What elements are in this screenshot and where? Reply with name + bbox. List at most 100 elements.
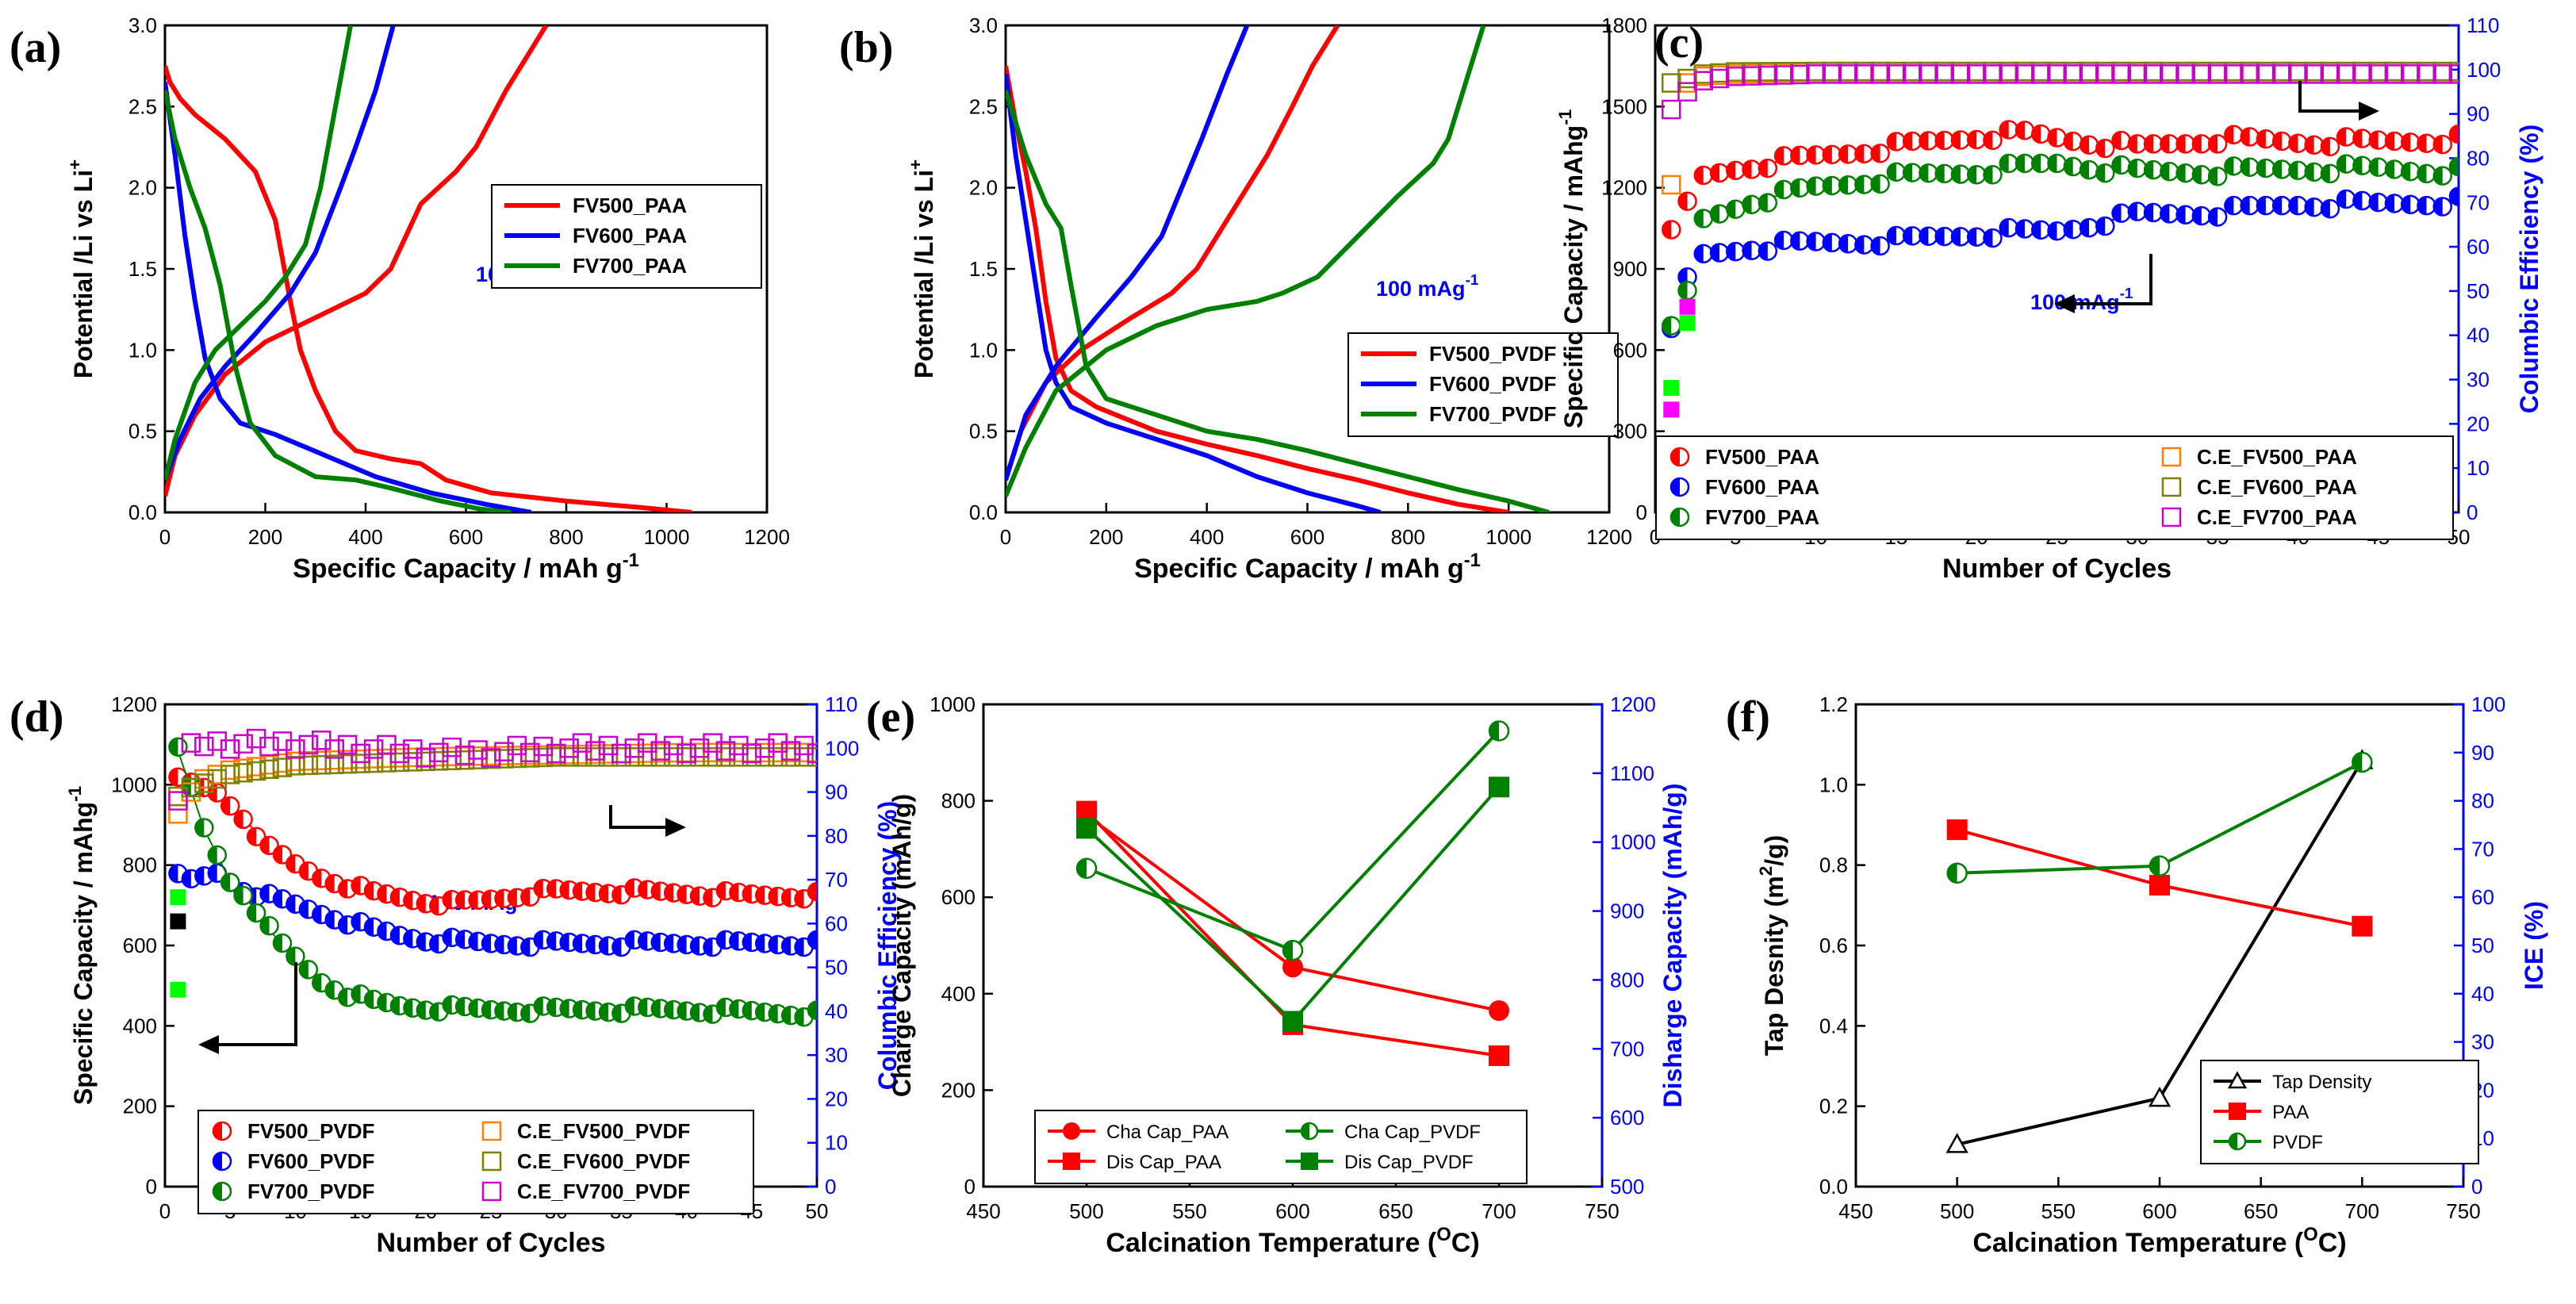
point-FV500_PVDF [246,827,266,846]
legend-item: PAA [2214,1102,2309,1123]
point-FV700_PAA [1966,165,1987,185]
point-C.E_FV700_PVDF [286,739,305,759]
point-C.E_FV700_PVDF [481,748,501,768]
legend-marker [2227,1071,2248,1089]
y-tick-label: 0 [964,1175,976,1199]
outlier-point [170,913,186,930]
legend-item: FV500_PVDF [212,1119,374,1143]
y2-tick-label: 600 [1610,1106,1644,1129]
panel-e: (e) 450 500 550 600 650 700 750 0 200 400 600 800 100… [866,692,1687,1258]
point-C.E_FV700_PAA [1790,64,1810,85]
line-Cha Cap_PAA [1085,814,1500,1013]
point-C.E_FV700_PAA [2224,64,2244,84]
x-axis-label: Specific Capacity / mAh g-1 [1134,550,1481,584]
legend-label: C.E_FV700_PVDF [517,1179,690,1203]
outlier-point [1663,380,1680,397]
point-C.E_FV600_PAA [1758,62,1778,82]
point-FV600_PAA [2417,195,2436,216]
panel-letter: (a) [10,23,61,72]
point-FV600_PAA [2175,205,2195,225]
point-FV600_PAA [2127,201,2148,221]
point-FV500_PAA [2127,134,2148,154]
point-C.E_FV700_PAA [1934,64,1954,84]
point-FV500_PAA [1693,165,1714,186]
y-tick-label: 1000 [930,692,976,716]
point-FV600_PAA [2095,216,2115,236]
point-C.E_FV700_PAA [1902,64,1922,84]
y2-tick-label: 80 [2467,146,2490,170]
y2-tick-label: 0 [2471,1175,2482,1199]
point-C.E_FV600_PVDF [181,777,201,798]
legend-item: C.E_FV500_PVDF [481,1119,690,1143]
legend-label: FV700_PVDF [1429,402,1556,426]
legend-marker [2229,1103,2246,1120]
legend-item: FV700_PAA [1669,505,1819,529]
legend: Cha Cap_PAA Dis Cap_PAA Cha Cap_PVDF Dis Ca… [1034,1110,1528,1184]
point-C.E_FV700_PVDF [220,739,240,759]
point-C.E_FV600_PVDF [233,762,253,783]
legend-item: C.E_FV600_PVDF [481,1149,690,1173]
y-axis-label: Specific Capacity / mAhg-1 [65,786,98,1105]
point-C.E_FV700_PVDF [559,738,579,758]
axes-frame [1004,24,1611,514]
point-FV700_PVDF [220,873,240,892]
point-C.E_FV700_PAA [2240,64,2260,84]
point-C.E_FV700_PAA [2191,64,2212,84]
point-FV500_PVDF [572,881,592,901]
point-FV700_PAA [2288,160,2308,181]
legend: FV500_PAA FV600_PAA FV700_PAA C.E_FV500_PAA… [1655,435,2454,540]
point-FV600_PAA [2400,194,2421,215]
point-C.E_FV700_PAA [2079,64,2099,84]
point-C.E_FV500_PVDF [168,803,188,824]
point-FV600_PAA [2079,217,2099,238]
y2-tick-label: 60 [825,911,848,935]
legend-label: FV700_PVDF [247,1179,374,1203]
point-C.E_FV700_PAA [1838,64,1858,84]
point-FV700_PAA [2417,163,2436,184]
point-Dis Cap_PAA [1489,1045,1509,1066]
y2-tick-label: 20 [2467,412,2490,435]
y-tick-label: 0.0 [128,501,157,524]
y2-tick-label: 40 [825,999,848,1023]
point-C.E_FV700_PAA [1677,82,1697,102]
point-FV700_PAA [1838,175,1858,195]
y-axis-label: Specific Capacity / mAhg-1 [1555,109,1588,428]
y-tick-label: 0.2 [1819,1095,1848,1118]
point-FV700_PAA [2271,159,2292,179]
point-C.E_FV700_PAA [2271,64,2292,84]
legend-item: C.E_FV500_PAA [2161,445,2357,469]
x-tick-label: 800 [1391,525,1425,549]
point-FV600_PAA [2063,219,2083,240]
series-FV500_PVDF-charge [1006,25,1340,481]
point-C.E_FV700_PVDF [416,748,436,768]
y-tick-label: 1000 [111,773,157,796]
y2-axis-label: Columbic Efficiency (%) [873,801,902,1091]
point-C.E_FV700_PAA [1966,64,1987,84]
point-FV700_PAA [1983,165,2003,185]
y2-tick-label: 110 [2467,13,2499,37]
point-FV500_PAA [1966,129,1987,150]
legend-item: FV500_PAA [1669,445,1819,469]
point-FV600_PAA [1902,226,1922,246]
legend-item: FV600_PVDF [1361,372,1556,396]
point-C.E_FV600_PVDF [324,754,344,774]
legend-label: FV500_PVDF [247,1119,374,1143]
point-FV700_PAA [2400,161,2421,182]
point-FV700_PVDF [337,988,358,1007]
y-tick-label: 900 [1613,257,1647,281]
point-FV500_PAA [2288,133,2308,153]
y2-tick-label: 50 [825,956,848,980]
legend-item: Tap Density [2214,1071,2371,1093]
point-FV500_PAA [1742,159,1761,179]
x-axis-label: Calcination Temperature (OC) [1972,1224,2346,1258]
point-C.E_FV700_PVDF [351,743,370,764]
point-FV600_PAA [2352,190,2372,211]
outlier-point [1679,315,1696,332]
point-FV500_PAA [2368,130,2388,150]
y-tick-label: 1.0 [128,338,157,362]
point-Tap Density [2148,1086,2172,1107]
y2-tick-label: 500 [1610,1175,1644,1199]
point-C.E_FV600_PVDF [272,757,293,777]
point-C.E_FV700_PVDF [533,736,554,757]
x-axis-label: Number of Cycles [376,1228,605,1258]
